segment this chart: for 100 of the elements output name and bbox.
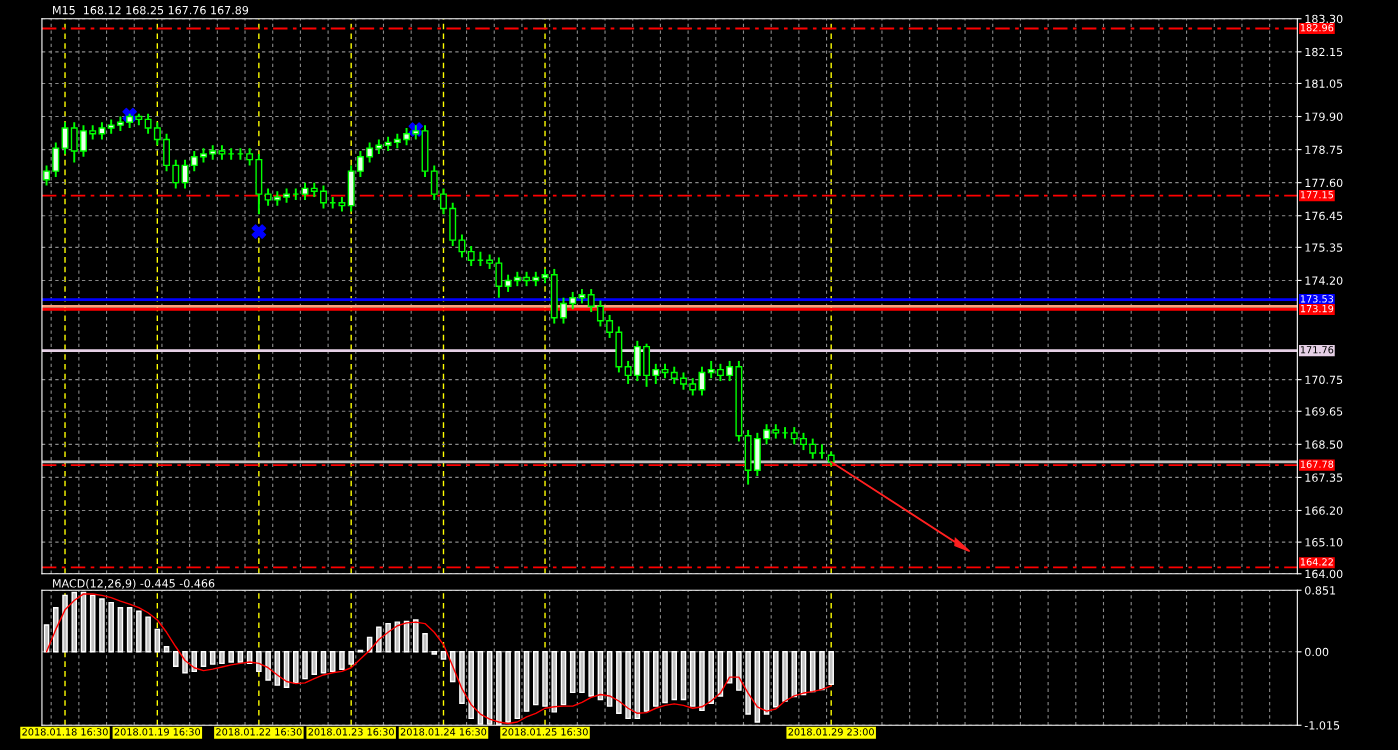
candlestick — [440, 187, 447, 216]
bar — [413, 619, 419, 653]
bar — [616, 651, 622, 715]
bar — [588, 651, 594, 697]
ref-line-label: 177.15 — [1300, 191, 1334, 199]
candlestick — [430, 164, 438, 201]
y-tick-label: 179.90 — [1305, 112, 1343, 121]
y-tick-label: 0.00 — [1305, 647, 1329, 657]
bar — [736, 651, 742, 691]
bar — [699, 651, 705, 712]
candlestick — [144, 112, 152, 135]
bar — [108, 601, 114, 653]
y-tick-label: 166.20 — [1305, 506, 1343, 515]
x-tick-label: 2018.01.24 16:30 — [400, 728, 487, 736]
bar — [154, 628, 161, 653]
bar — [339, 651, 345, 670]
bar — [163, 646, 170, 653]
point — [251, 224, 267, 239]
bar — [523, 651, 530, 712]
candlestick — [698, 365, 706, 397]
candlestick — [587, 288, 595, 314]
candlestick — [366, 141, 374, 164]
ref-line-label: 167.78 — [1300, 460, 1334, 468]
y-tick-label: 177.60 — [1305, 178, 1343, 188]
candlestick — [80, 124, 87, 158]
candlestick — [763, 423, 771, 446]
bar — [745, 651, 751, 715]
bar — [385, 622, 391, 653]
y-tick-label: -1.015 — [1304, 721, 1340, 730]
y-tick-label: 164.00 — [1305, 569, 1343, 579]
bar — [560, 651, 567, 706]
chart-title: MACD(12,26,9) -0.445 -0.466 — [53, 578, 215, 589]
ref-line-label: 164.22 — [1300, 558, 1333, 566]
bar — [89, 594, 96, 653]
bar — [828, 651, 834, 686]
bar — [542, 651, 548, 707]
bar — [819, 651, 825, 691]
bar — [579, 651, 585, 694]
bar — [62, 594, 68, 653]
candlestick — [61, 121, 69, 155]
bar — [569, 651, 576, 694]
candlestick — [726, 359, 734, 383]
bar — [209, 651, 216, 665]
bar — [551, 651, 558, 713]
bar — [468, 651, 474, 720]
x-tick-label: 2018.01.18 16:30 — [22, 728, 108, 736]
candlestick — [495, 256, 503, 299]
bar — [625, 651, 631, 720]
bar — [643, 651, 650, 712]
bar — [708, 651, 714, 704]
bar — [200, 651, 207, 667]
candlestick — [624, 359, 632, 385]
x-tick-label: 2018.01.25 16:30 — [502, 728, 588, 736]
x-tick-label: 2018.01.29 23:00 — [788, 728, 874, 736]
bar — [505, 651, 511, 723]
ref-line-label: 173.53 — [1300, 295, 1334, 303]
bar — [173, 651, 179, 667]
bar — [394, 621, 401, 653]
candlestick — [606, 313, 614, 339]
y-tick-label: 181.05 — [1305, 79, 1343, 88]
bar — [145, 616, 151, 653]
bar — [311, 651, 318, 675]
x-tick-label: 2018.01.22 16:30 — [216, 728, 302, 736]
candlestick — [467, 244, 475, 268]
bar — [773, 651, 779, 708]
bar — [689, 651, 696, 707]
y-tick-label: 168.50 — [1305, 440, 1343, 449]
x-tick-label: 2018.01.23 16:30 — [308, 728, 394, 736]
bar — [782, 651, 788, 702]
y-tick-label: 183.30 — [1305, 14, 1343, 24]
candlestick — [458, 233, 466, 259]
candlestick — [320, 184, 327, 210]
candlestick — [70, 121, 78, 164]
candlestick — [809, 437, 817, 460]
y-tick-label: 167.35 — [1305, 473, 1343, 482]
bar — [117, 606, 124, 653]
bar — [265, 651, 271, 681]
y-tick-label: 178.75 — [1305, 145, 1343, 154]
candlestick — [652, 362, 660, 385]
bar — [662, 651, 668, 704]
bar — [99, 598, 105, 653]
bar — [653, 651, 659, 707]
y-tick-label: 182.15 — [1305, 47, 1343, 57]
y-tick-label: 174.20 — [1305, 276, 1343, 285]
bar — [514, 651, 521, 720]
candlestick — [356, 150, 364, 178]
chart-title: M15 168.12 168.25 167.76 167.89 — [53, 5, 249, 15]
candlestick — [52, 141, 60, 178]
candlestick — [153, 121, 161, 147]
y-tick-label: 165.10 — [1305, 538, 1343, 547]
bar — [53, 606, 59, 653]
bar — [329, 651, 336, 673]
bar — [348, 651, 354, 665]
y-tick-label: 175.35 — [1305, 243, 1343, 252]
y-tick-label: 170.75 — [1305, 375, 1343, 385]
bar — [293, 651, 299, 684]
bar — [459, 651, 465, 704]
bar — [791, 651, 798, 698]
ref-line-label: 171.76 — [1300, 346, 1334, 354]
ref-line-label: 182.96 — [1300, 23, 1334, 32]
